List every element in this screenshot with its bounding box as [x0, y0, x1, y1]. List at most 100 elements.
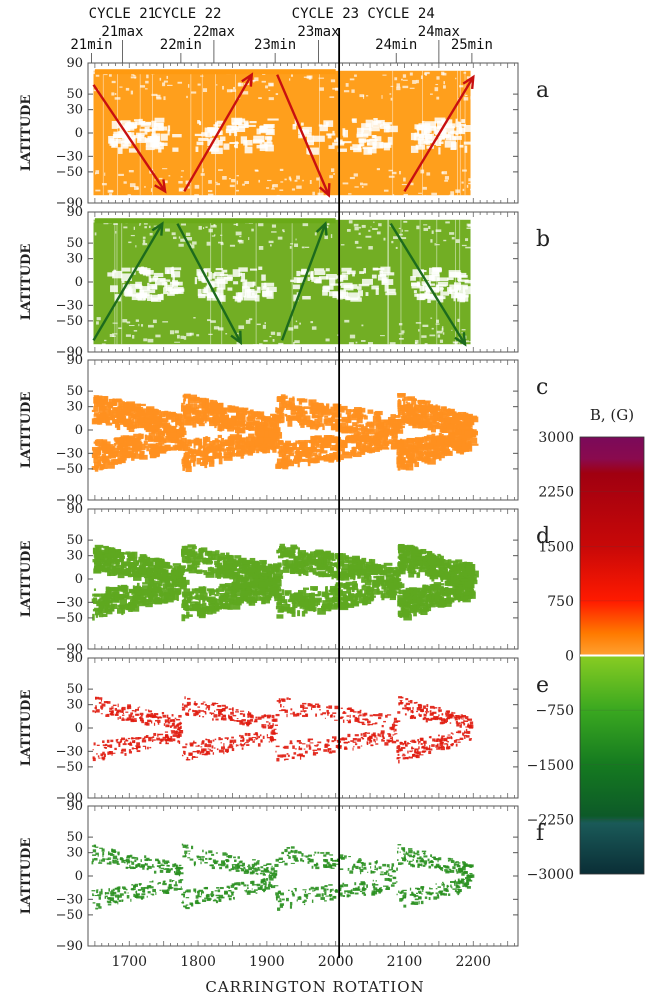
y-tick-label: −50 — [56, 611, 83, 626]
y-axis-label: LATITUDE — [19, 392, 34, 469]
phase-label: 21min — [70, 37, 112, 53]
y-tick-label: −90 — [56, 939, 83, 954]
panel-frame-e — [87, 657, 519, 799]
phase-label: 24min — [375, 37, 417, 53]
y-tick-label: 50 — [66, 384, 83, 399]
y-tick-label: 50 — [66, 236, 83, 251]
y-tick-label: 0 — [75, 572, 83, 587]
y-tick-label: 30 — [66, 698, 83, 713]
panel-letter-d: d — [536, 524, 550, 549]
arrowhead-a-0 — [154, 179, 167, 194]
panel-frame-f — [87, 805, 519, 947]
y-tick-label: 90 — [66, 651, 83, 666]
panel-letter-b: b — [536, 227, 550, 252]
y-tick-label: −50 — [56, 314, 83, 329]
colorbar-title: B, (G) — [590, 406, 634, 424]
x-axis: CARRINGTON ROTATION 1700 1800 1900 2000 2100… — [111, 954, 491, 996]
phase-label: 25min — [451, 37, 493, 53]
y-axis-label: LATITUDE — [19, 541, 34, 618]
y-tick-label: 90 — [66, 205, 83, 220]
y-tick-label: 50 — [66, 682, 83, 697]
y-tick-label: 0 — [75, 869, 83, 884]
arrowhead-b-0 — [151, 221, 164, 236]
arrow-b-2 — [280, 223, 327, 341]
y-tick-label: 0 — [75, 721, 83, 736]
field-map-d — [91, 543, 479, 622]
y-tick-label: 30 — [66, 103, 83, 118]
y-tick-label: −90 — [56, 642, 83, 657]
x-tick-label: 2000 — [318, 954, 354, 970]
y-tick-label: 90 — [66, 353, 83, 368]
field-map-e — [92, 696, 474, 764]
colorbar-tick-label: 0 — [565, 649, 574, 665]
arrowhead-b-3 — [454, 332, 467, 347]
y-tick-label: 0 — [75, 126, 83, 141]
y-tick-label: 30 — [66, 549, 83, 564]
colorbar-tick-label: 1500 — [538, 539, 574, 555]
y-tick-label: −90 — [56, 196, 83, 211]
arrowhead-b-2 — [315, 221, 328, 236]
x-tick-label: 1900 — [249, 954, 285, 970]
y-tick-label: 30 — [66, 252, 83, 267]
x-tick-label: 1700 — [111, 954, 147, 970]
arrowhead-a-2 — [318, 183, 331, 198]
y-tick-label: 50 — [66, 533, 83, 548]
y-tick-label: 50 — [66, 830, 83, 845]
y-tick-label: −30 — [56, 744, 83, 759]
phase-label: 24max — [418, 24, 460, 40]
y-axis-label: LATITUDE — [19, 244, 34, 321]
colorbar-tick-label: −1500 — [527, 758, 574, 774]
phase-label: 23max — [297, 24, 339, 40]
colorbar-tick-label: −750 — [536, 703, 574, 719]
colorbar-tick-label: −3000 — [527, 867, 574, 883]
cycle-label: CYCLE 23 — [292, 6, 359, 22]
panel-letter-f: f — [536, 821, 546, 846]
panel-letter-e: e — [536, 673, 549, 698]
y-tick-label: 0 — [75, 275, 83, 290]
cycle-label: CYCLE 21 — [89, 6, 156, 22]
y-tick-label: 30 — [66, 846, 83, 861]
arrow-a-2 — [276, 74, 330, 196]
arrow-a-0 — [92, 84, 167, 193]
y-tick-label: −30 — [56, 149, 83, 164]
arrow-b-0 — [92, 223, 164, 341]
y-axis-label: LATITUDE — [19, 838, 34, 915]
phase-label: 21max — [101, 24, 143, 40]
arrow-b-3 — [389, 223, 467, 345]
colorbar: B, (G) 3000 2250 1500 750 0 −750 −1500 −2250 −30… — [527, 406, 645, 883]
arrowhead-b-1 — [230, 330, 243, 346]
x-axis-label: CARRINGTON ROTATION — [205, 978, 424, 996]
y-tick-label: −90 — [56, 345, 83, 360]
y-tick-label: −30 — [56, 595, 83, 610]
field-map-b — [92, 218, 475, 348]
arrowhead-a-1 — [241, 72, 254, 87]
arrow-a-1 — [183, 74, 253, 192]
colorbar-tick-label: 750 — [547, 594, 574, 610]
y-tick-label: −30 — [56, 446, 83, 461]
y-tick-label: −50 — [56, 462, 83, 477]
y-axis-label: LATITUDE — [19, 690, 34, 767]
field-map-a — [91, 69, 477, 199]
y-tick-label: −50 — [56, 908, 83, 923]
y-tick-label: 50 — [66, 87, 83, 102]
y-tick-label: −50 — [56, 760, 83, 775]
panels: 9050300−30−50−90LATITUDEa9050300−30−50−9… — [19, 56, 550, 954]
y-tick-label: 30 — [66, 400, 83, 415]
arrow-a-3 — [403, 76, 475, 192]
colorbar-tick-label: −2250 — [527, 812, 574, 828]
colorbar-tick-label: 2250 — [538, 485, 574, 501]
field-map-f — [91, 843, 475, 911]
cycle-label: CYCLE 24 — [367, 6, 434, 22]
arrowhead-a-3 — [462, 74, 475, 90]
colorbar-tick-label: 3000 — [538, 430, 574, 446]
y-tick-label: −30 — [56, 298, 83, 313]
phase-label: 22min — [160, 37, 202, 53]
